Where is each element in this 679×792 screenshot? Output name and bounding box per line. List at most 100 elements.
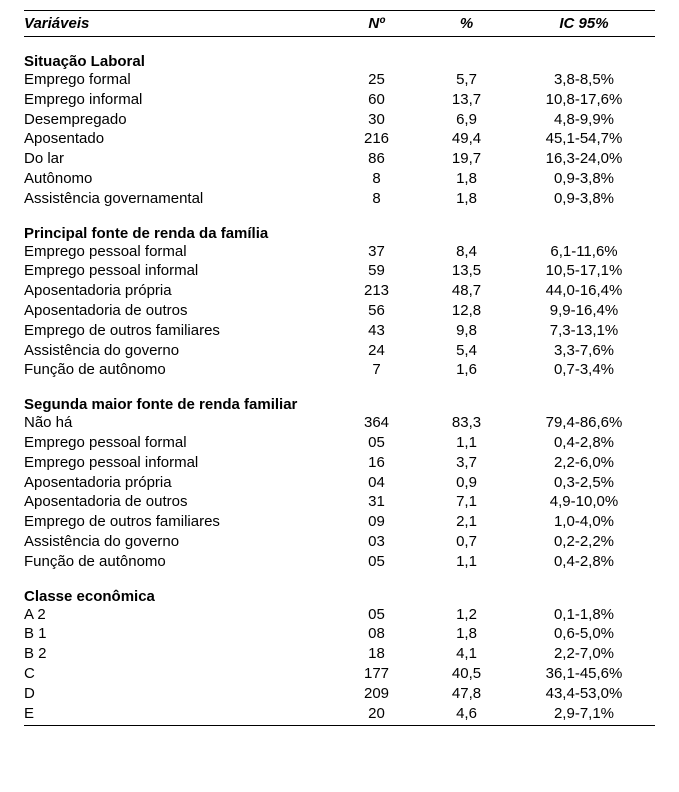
table-row: Aposentadoria de outros5612,89,9-16,4% [24, 301, 655, 321]
cell-label: Não há [24, 413, 334, 433]
cell-label: Do lar [24, 149, 334, 169]
cell-label: Emprego formal [24, 70, 334, 90]
table-row: B 1081,80,6-5,0% [24, 624, 655, 644]
cell-n: 08 [334, 624, 419, 644]
cell-ic: 79,4-86,6% [514, 413, 654, 433]
cell-pct: 49,4 [419, 129, 514, 149]
cell-label: D [24, 684, 334, 704]
cell-pct: 5,4 [419, 341, 514, 361]
cell-n: 364 [334, 413, 419, 433]
cell-label: E [24, 704, 334, 724]
cell-n: 213 [334, 281, 419, 301]
cell-label: B 2 [24, 644, 334, 664]
section-title: Situação Laboral [24, 53, 334, 70]
cell-n: 24 [334, 341, 419, 361]
table-row: Aposentadoria própria040,90,3-2,5% [24, 473, 655, 493]
table-row: Emprego pessoal formal378,46,1-11,6% [24, 242, 655, 262]
cell-n: 209 [334, 684, 419, 704]
cell-label: Função de autônomo [24, 360, 334, 380]
cell-n: 04 [334, 473, 419, 493]
cell-n: 60 [334, 90, 419, 110]
cell-pct: 2,1 [419, 512, 514, 532]
cell-ic: 3,8-8,5% [514, 70, 654, 90]
cell-label: Emprego de outros familiares [24, 321, 334, 341]
cell-label: Emprego informal [24, 90, 334, 110]
cell-n: 86 [334, 149, 419, 169]
cell-pct: 12,8 [419, 301, 514, 321]
table-row: Emprego pessoal formal051,10,4-2,8% [24, 433, 655, 453]
cell-label: Aposentado [24, 129, 334, 149]
table-row: D20947,843,4-53,0% [24, 684, 655, 704]
cell-n: 8 [334, 189, 419, 209]
cell-pct: 1,1 [419, 552, 514, 572]
cell-label: B 1 [24, 624, 334, 644]
cell-n: 177 [334, 664, 419, 684]
table-row: Aposentadoria de outros317,14,9-10,0% [24, 492, 655, 512]
cell-label: Emprego de outros familiares [24, 512, 334, 532]
cell-n: 59 [334, 261, 419, 281]
cell-label: Emprego pessoal formal [24, 433, 334, 453]
cell-ic: 0,1-1,8% [514, 605, 654, 625]
cell-n: 09 [334, 512, 419, 532]
table-row: Do lar8619,716,3-24,0% [24, 149, 655, 169]
cell-label: Aposentadoria própria [24, 281, 334, 301]
cell-ic: 16,3-24,0% [514, 149, 654, 169]
cell-ic: 0,3-2,5% [514, 473, 654, 493]
table-row: Função de autônomo051,10,4-2,8% [24, 552, 655, 572]
cell-label: Emprego pessoal informal [24, 453, 334, 473]
cell-pct: 13,7 [419, 90, 514, 110]
cell-ic: 36,1-45,6% [514, 664, 654, 684]
table-row: B 2184,12,2-7,0% [24, 644, 655, 664]
cell-pct: 1,1 [419, 433, 514, 453]
cell-pct: 1,8 [419, 169, 514, 189]
header-variaveis: Variáveis [24, 15, 334, 32]
cell-label: Aposentadoria própria [24, 473, 334, 493]
cell-ic: 0,2-2,2% [514, 532, 654, 552]
table-row: Emprego pessoal informal5913,510,5-17,1% [24, 261, 655, 281]
top-rule [24, 10, 655, 11]
cell-n: 03 [334, 532, 419, 552]
cell-ic: 43,4-53,0% [514, 684, 654, 704]
cell-ic: 44,0-16,4% [514, 281, 654, 301]
cell-pct: 0,9 [419, 473, 514, 493]
cell-label: Emprego pessoal formal [24, 242, 334, 262]
section-title: Principal fonte de renda da família [24, 225, 334, 242]
table-row: Não há36483,379,4-86,6% [24, 413, 655, 433]
cell-label: Assistência governamental [24, 189, 334, 209]
cell-label: Autônomo [24, 169, 334, 189]
cell-label: Assistência do governo [24, 341, 334, 361]
cell-ic: 0,6-5,0% [514, 624, 654, 644]
table-row: Emprego de outros familiares439,87,3-13,… [24, 321, 655, 341]
table-row: Função de autônomo71,60,7-3,4% [24, 360, 655, 380]
cell-pct: 3,7 [419, 453, 514, 473]
cell-ic: 45,1-54,7% [514, 129, 654, 149]
cell-ic: 1,0-4,0% [514, 512, 654, 532]
header-pct: % [419, 15, 514, 32]
cell-pct: 13,5 [419, 261, 514, 281]
table-header: Variáveis Nº % IC 95% [24, 13, 655, 37]
table-row: C17740,536,1-45,6% [24, 664, 655, 684]
cell-label: Função de autônomo [24, 552, 334, 572]
cell-label: Aposentadoria de outros [24, 301, 334, 321]
cell-n: 05 [334, 433, 419, 453]
cell-ic: 2,2-6,0% [514, 453, 654, 473]
cell-n: 31 [334, 492, 419, 512]
cell-ic: 0,9-3,8% [514, 189, 654, 209]
table-body: Situação LaboralEmprego formal255,73,8-8… [24, 53, 655, 723]
cell-ic: 2,9-7,1% [514, 704, 654, 724]
cell-pct: 7,1 [419, 492, 514, 512]
cell-pct: 8,4 [419, 242, 514, 262]
table-row: Aposentadoria própria21348,744,0-16,4% [24, 281, 655, 301]
cell-pct: 83,3 [419, 413, 514, 433]
cell-ic: 0,4-2,8% [514, 433, 654, 453]
table-row: Desempregado306,94,8-9,9% [24, 110, 655, 130]
cell-pct: 48,7 [419, 281, 514, 301]
cell-ic: 3,3-7,6% [514, 341, 654, 361]
table-row: Assistência do governo245,43,3-7,6% [24, 341, 655, 361]
section-title: Classe econômica [24, 588, 334, 605]
section-title: Segunda maior fonte de renda familiar [24, 396, 334, 413]
cell-label: C [24, 664, 334, 684]
cell-n: 05 [334, 605, 419, 625]
table-row: Emprego pessoal informal163,72,2-6,0% [24, 453, 655, 473]
table-row: Assistência do governo030,70,2-2,2% [24, 532, 655, 552]
